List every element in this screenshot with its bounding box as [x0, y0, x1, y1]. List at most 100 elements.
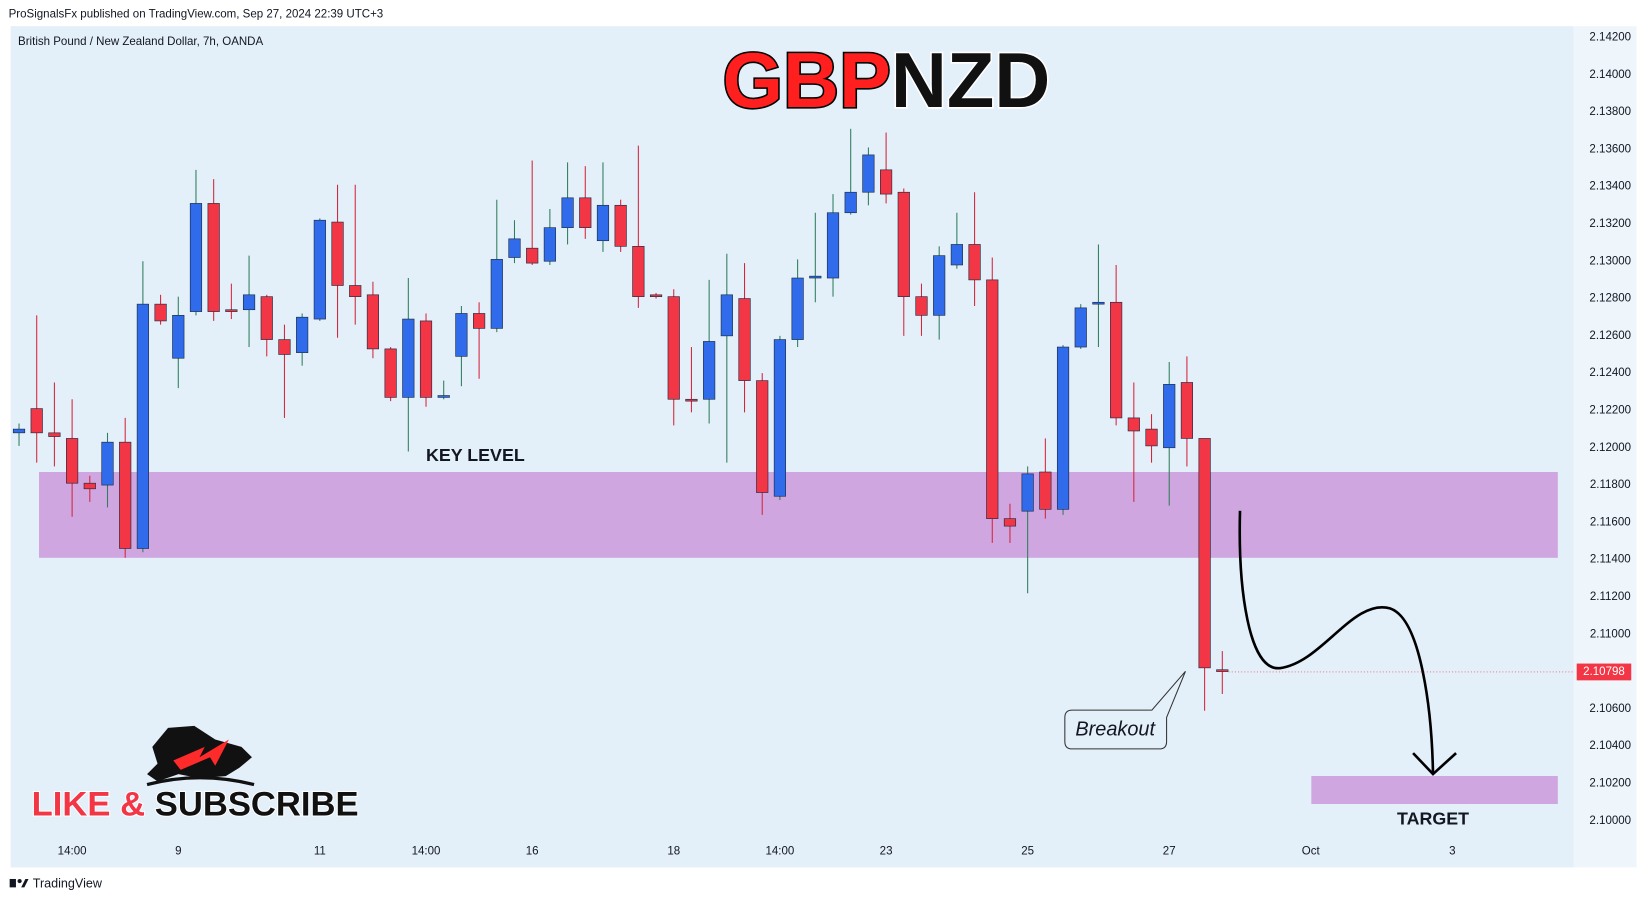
y-tick-label: 2.10400 — [1589, 740, 1631, 752]
candle-body — [933, 255, 946, 316]
candle-body — [756, 380, 769, 493]
candle-body — [331, 221, 344, 286]
x-tick-label: 25 — [1021, 846, 1034, 858]
y-tick-label: 2.14200 — [1589, 31, 1631, 43]
logo-dot — [17, 878, 22, 884]
zones — [39, 472, 1558, 805]
candle-body — [473, 313, 486, 329]
candle-body — [561, 197, 574, 228]
cta-part: SUBSCRIBE — [155, 786, 359, 824]
candle-body — [402, 318, 415, 398]
candle-body — [136, 303, 149, 549]
y-tick-label: 2.13200 — [1589, 218, 1631, 230]
candle-body — [384, 348, 397, 398]
candle-body — [455, 313, 468, 357]
y-tick-label: 2.12600 — [1589, 330, 1631, 342]
candle-body — [119, 441, 132, 549]
x-tick-label: 14:00 — [766, 846, 795, 858]
y-tick-label: 2.11600 — [1590, 516, 1631, 528]
candles — [12, 128, 1229, 711]
y-tick-label: 2.12000 — [1589, 442, 1631, 454]
x-tick-label: 23 — [880, 846, 893, 858]
title-part: GBP — [723, 38, 891, 124]
candle-body — [1092, 301, 1105, 305]
candle-body — [880, 169, 893, 195]
candle-body — [1145, 428, 1158, 447]
header: ProSignalsFx published on TradingView.co… — [9, 9, 384, 21]
candle-body — [1039, 471, 1052, 510]
y-tick-label: 2.12200 — [1589, 405, 1631, 417]
candle-body — [101, 441, 114, 486]
logo-bar — [9, 878, 16, 888]
x-tick-label: 27 — [1163, 846, 1176, 858]
y-tick-label: 2.14000 — [1589, 69, 1631, 81]
y-tick-label: 2.13600 — [1589, 143, 1631, 155]
candle-body — [437, 395, 450, 398]
candle-body — [83, 482, 96, 490]
candle-body — [791, 277, 804, 340]
callout — [1064, 670, 1186, 750]
y-tick-label: 2.13000 — [1589, 255, 1631, 267]
plot-bg — [10, 26, 1574, 868]
candle-body — [897, 191, 910, 297]
candle-body — [296, 316, 309, 353]
candle-body — [685, 398, 698, 402]
y-tick-label: 2.11000 — [1590, 628, 1631, 640]
candle-body — [172, 315, 185, 359]
candle-body — [738, 298, 751, 381]
candle-body — [915, 296, 928, 316]
candle-body — [66, 438, 79, 484]
candle-body — [1003, 518, 1017, 527]
candle-body — [543, 227, 556, 262]
annotation: Breakout — [1075, 718, 1156, 740]
candle-body — [278, 339, 291, 355]
x-tick-label: 18 — [667, 846, 680, 858]
y-tick-label: 2.12800 — [1589, 293, 1631, 305]
candle-body — [862, 154, 875, 193]
footer: TradingView — [33, 877, 103, 891]
candle-body — [809, 275, 822, 279]
x-tick-label: 16 — [526, 846, 539, 858]
x-tick-label: 14:00 — [58, 846, 87, 858]
x-tick-label: Oct — [1302, 846, 1321, 858]
candle-body — [242, 294, 256, 311]
candle-body — [986, 279, 999, 519]
zone — [39, 472, 1558, 558]
candle-body — [349, 285, 362, 297]
candle-body — [649, 294, 663, 297]
logo-slash — [21, 878, 29, 888]
candle-body — [667, 296, 680, 400]
x-tick-label: 9 — [175, 846, 181, 858]
y-tick-label: 2.10200 — [1589, 778, 1631, 790]
candle-body — [48, 432, 61, 437]
candle-body — [703, 341, 716, 400]
price-axis-bg — [1573, 26, 1637, 868]
candle-body — [419, 320, 433, 398]
candle-body — [225, 309, 238, 312]
candle-body — [773, 339, 787, 497]
cta-part: LIKE & — [32, 786, 145, 824]
candle-body — [1056, 346, 1070, 510]
candle-body — [30, 408, 43, 434]
candle-body — [614, 204, 627, 247]
candle-body — [508, 238, 521, 258]
candle-body — [313, 219, 326, 320]
candle-body — [490, 259, 503, 329]
candle-body — [968, 244, 981, 281]
candle-body — [596, 204, 610, 242]
candle-body — [844, 191, 857, 214]
x-tick-label: 11 — [314, 846, 326, 858]
candle-body — [1110, 301, 1123, 419]
candle-body — [1180, 382, 1193, 439]
last-price-label: 2.10798 — [1583, 666, 1625, 678]
candle-body — [189, 203, 203, 312]
y-tick-label: 2.10600 — [1589, 703, 1631, 715]
logo-arc — [146, 776, 255, 787]
arrow — [1238, 510, 1435, 775]
y-tick-label: 2.11200 — [1590, 591, 1631, 603]
logo-bolt — [173, 739, 229, 770]
title-part: NZD — [891, 38, 1051, 124]
zone — [1311, 776, 1558, 805]
candle-body — [1074, 307, 1087, 348]
y-tick-label: 2.10000 — [1589, 815, 1631, 827]
